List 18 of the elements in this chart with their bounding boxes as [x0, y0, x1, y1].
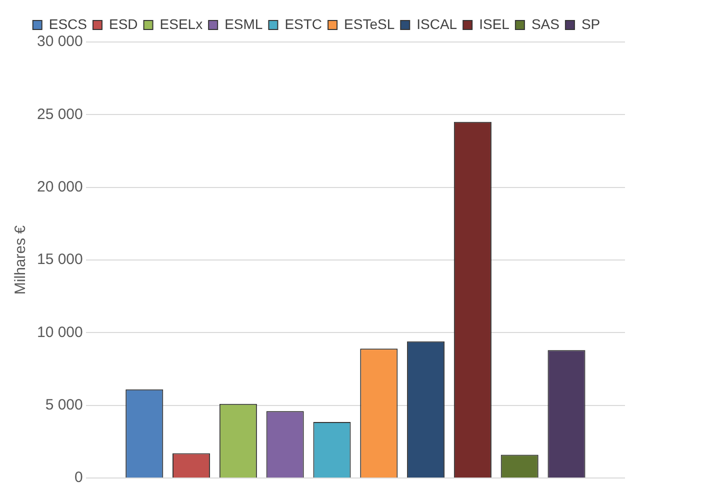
y-tick-label: 5 000 — [45, 396, 83, 414]
legend-label: ESTeSL — [344, 16, 395, 32]
legend-label: SAS — [531, 16, 560, 32]
y-tick-label: 25 000 — [36, 106, 83, 123]
legend-label: ESML — [224, 16, 263, 32]
y-axis-title: Milhares € — [12, 224, 30, 295]
legend-label: ESELx — [160, 16, 203, 32]
y-tick-label: 30 000 — [36, 33, 83, 50]
y-tick-label: 10 000 — [36, 324, 83, 341]
legend-label: ISEL — [479, 16, 510, 32]
legend-label: ESTC — [284, 16, 322, 32]
legend-label: ISCAL — [416, 16, 458, 32]
legend-label: ESD — [108, 16, 138, 32]
legend-label: ESCS — [48, 16, 87, 32]
y-tick-label: 15 000 — [36, 251, 83, 268]
y-tick-label: 20 000 — [36, 178, 83, 196]
y-tick-label: 0 — [74, 469, 83, 486]
legend-label: SP — [581, 16, 600, 32]
